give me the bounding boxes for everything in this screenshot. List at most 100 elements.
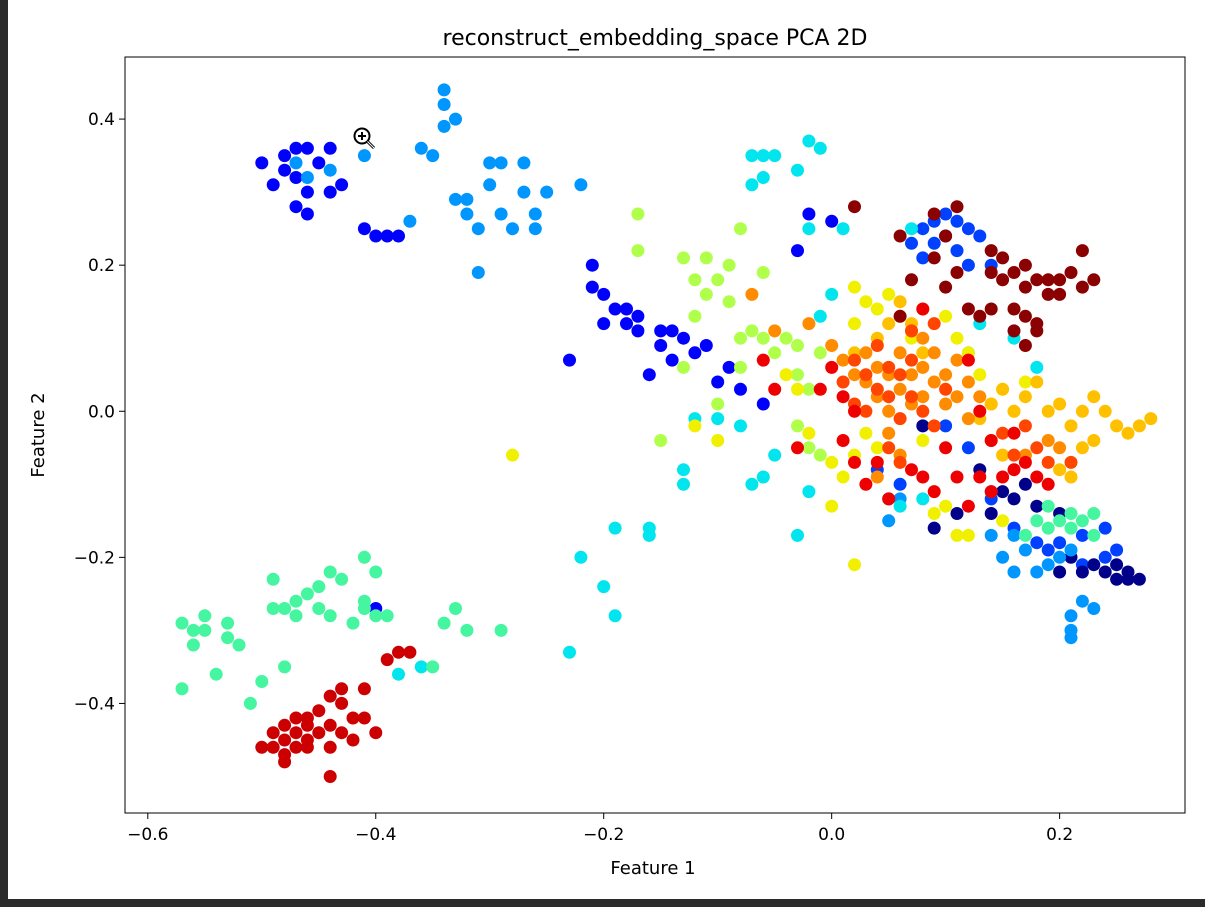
data-point [1053,463,1067,477]
data-point [198,623,212,637]
data-point [939,382,953,396]
data-point [426,660,440,674]
data-point [1053,287,1067,301]
data-point [494,156,508,170]
x-tick-label: −0.6 [127,825,168,845]
data-point [950,200,964,214]
data-point [289,141,303,155]
data-point [300,740,314,754]
data-point [460,623,474,637]
data-point [756,353,770,367]
data-point [802,207,816,221]
data-point [323,689,337,703]
data-point [1030,360,1044,374]
data-point [1018,258,1032,272]
data-point [893,309,907,323]
y-axis: −0.4 −0.2 0.0 0.2 0.4 [74,110,125,714]
data-point [517,156,531,170]
data-point [300,185,314,199]
data-point [813,141,827,155]
data-point [882,360,896,374]
data-point [186,623,200,637]
data-point [1053,565,1067,579]
data-point [221,631,235,645]
data-point [893,499,907,513]
data-point [266,572,280,586]
scatter-plot[interactable]: −0.6 −0.4 −0.2 0.0 0.2 −0.4 −0.2 0.0 0.2 0.4 rec… [8,0,1205,899]
data-point [631,324,645,338]
data-point [768,149,782,163]
data-point [825,360,839,374]
data-point [848,404,861,418]
data-point [1053,550,1067,564]
data-point [631,207,645,221]
data-point [620,302,633,316]
data-point [893,229,907,243]
data-point [916,492,930,506]
data-point [357,149,371,163]
data-point [1018,419,1032,433]
data-point [665,324,679,338]
data-point [1018,339,1032,352]
data-point [927,485,941,499]
data-point [1007,565,1021,579]
data-point [346,711,360,725]
data-point [950,244,964,258]
data-point [916,419,930,433]
data-point [1007,324,1021,338]
data-point [996,426,1010,440]
data-point [927,236,941,250]
data-point [779,331,793,345]
data-point [961,258,975,272]
data-point [984,266,998,279]
data-point [483,156,497,170]
data-point [323,718,337,732]
data-point [916,470,930,484]
data-point [255,740,269,754]
data-point [950,214,964,228]
data-point [950,331,964,345]
data-point [449,192,462,206]
data-point [927,375,941,389]
data-point [323,185,337,199]
data-point [1121,565,1135,579]
data-point [369,565,383,579]
data-point [939,397,953,411]
data-point [1098,550,1112,564]
data-point [1075,441,1089,455]
data-point [870,382,884,396]
data-point [722,295,736,309]
data-point [289,200,303,214]
data-point [335,682,349,696]
data-point [791,528,804,542]
data-point [756,331,770,345]
data-point [631,309,645,323]
data-point [1030,441,1044,455]
data-point [791,339,804,352]
data-point [973,229,987,243]
data-point [905,368,918,382]
data-point [870,339,884,352]
data-point [585,280,599,294]
data-point [266,602,280,615]
data-point [711,434,725,447]
data-point [802,441,816,455]
data-point [756,149,770,163]
data-point [961,412,975,426]
data-point [278,718,292,732]
data-point [905,353,918,367]
data-point [870,455,884,469]
data-point [802,222,816,236]
data-point [574,178,588,192]
y-axis-label: Feature 2 [28,392,49,477]
data-point [1098,565,1112,579]
data-point [893,477,907,491]
data-point [1030,565,1044,579]
data-point [312,726,326,740]
data-point [528,207,542,221]
data-point [870,302,884,316]
data-point [848,317,861,331]
data-point [950,390,964,404]
data-point [585,258,599,272]
data-point [1041,273,1055,287]
